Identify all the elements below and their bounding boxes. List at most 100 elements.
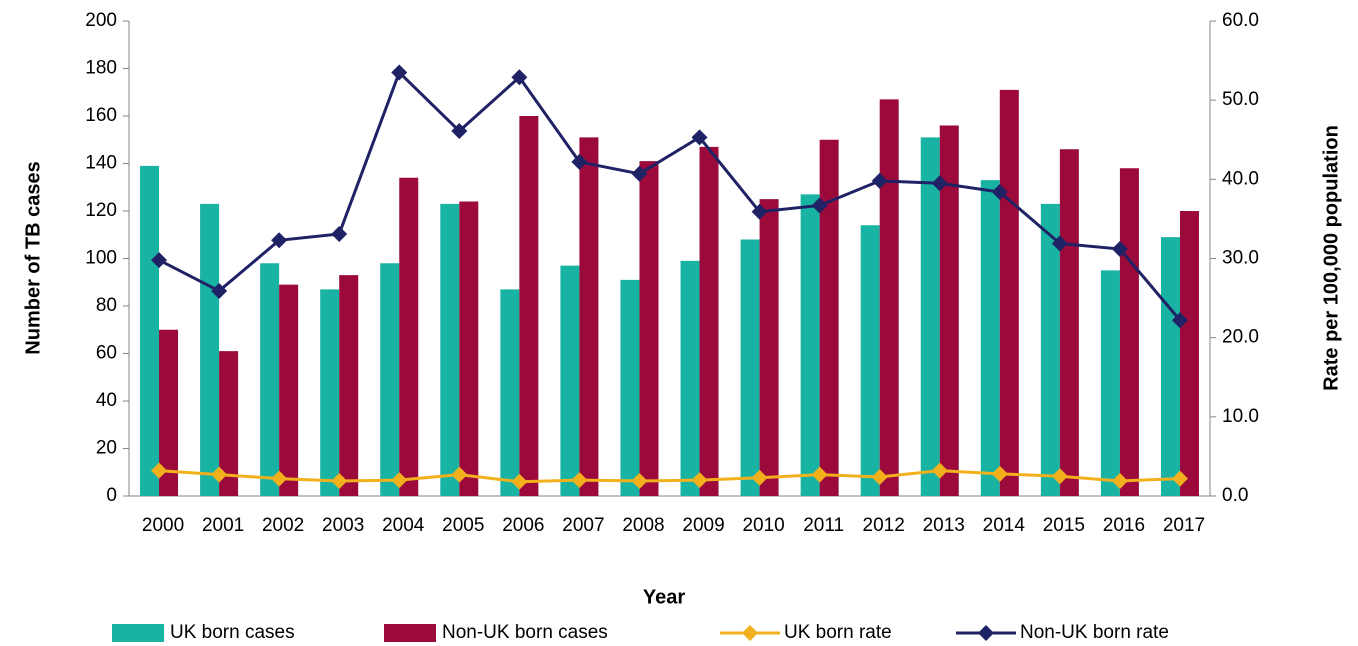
bar: [459, 201, 479, 496]
y-axis-title: Number of TB cases: [22, 161, 44, 354]
marker: [571, 153, 588, 170]
x-tick-label: 2006: [502, 515, 544, 536]
y-tick-label: 60: [96, 343, 117, 364]
marker: [691, 472, 708, 489]
y-tick-label: 200: [85, 10, 117, 31]
bar: [740, 239, 760, 496]
bar: [1160, 237, 1180, 496]
bar: [200, 203, 220, 496]
x-tick-label: 2013: [923, 515, 965, 536]
marker: [991, 465, 1008, 482]
y2-tick-label: 0.0: [1222, 485, 1248, 506]
y2-axis-title: Rate per 100,000 population: [1320, 125, 1342, 391]
marker: [1111, 241, 1128, 257]
legend-label: UK born cases: [170, 622, 295, 643]
y-tick-label: 160: [85, 105, 117, 126]
legend-marker: [978, 625, 994, 641]
bar: [140, 165, 160, 496]
x-tick-label: 2001: [202, 515, 244, 536]
marker: [511, 473, 528, 490]
y-tick-label: 180: [85, 58, 117, 79]
bar: [860, 225, 880, 496]
line: [158, 69, 1182, 322]
x-tick-label: 2015: [1043, 515, 1085, 536]
marker: [871, 469, 888, 485]
y2-tick-label: 40.0: [1222, 168, 1259, 189]
marker: [871, 172, 888, 189]
x-tick-label: 2012: [863, 515, 905, 536]
x-tick-label: 2003: [322, 515, 364, 536]
x-tick-label: 2000: [142, 515, 184, 536]
marker: [211, 282, 228, 299]
bar: [219, 351, 239, 496]
marker: [691, 129, 708, 146]
bar: [759, 199, 779, 496]
marker: [751, 469, 768, 486]
marker: [331, 472, 348, 489]
marker: [151, 252, 168, 269]
bar: [639, 161, 659, 496]
bar: [680, 260, 700, 496]
y-tick-label: 100: [85, 248, 117, 269]
marker: [991, 184, 1008, 200]
bar: [159, 329, 179, 496]
marker: [811, 197, 828, 214]
x-tick-label: 2004: [382, 515, 425, 536]
marker: [211, 466, 228, 483]
x-tick-label: 2014: [983, 515, 1026, 536]
y2-tick-label: 10.0: [1222, 406, 1259, 427]
bar: [980, 180, 1000, 496]
x-tick-label: 2009: [682, 515, 724, 536]
marker: [331, 225, 348, 242]
bar: [380, 263, 400, 496]
x-tick-label: 2002: [262, 515, 304, 536]
marker: [751, 203, 768, 220]
marker: [811, 466, 828, 483]
bar: [800, 194, 820, 496]
y2-tick-label: 30.0: [1222, 248, 1259, 269]
bar: [819, 139, 839, 496]
bar: [279, 284, 299, 496]
y-tick-label: 40: [96, 390, 117, 411]
bar: [500, 289, 520, 496]
marker: [1111, 472, 1128, 489]
bar: [560, 265, 580, 496]
y-tick-label: 20: [96, 438, 117, 459]
y2-tick-label: 50.0: [1222, 89, 1259, 110]
marker: [271, 232, 288, 249]
legend-marker: [742, 625, 758, 641]
marker: [391, 64, 408, 81]
x-tick-label: 2010: [742, 515, 784, 536]
bar: [699, 146, 719, 496]
y2-tick-label: 20.0: [1222, 327, 1259, 348]
bar: [920, 137, 940, 496]
marker: [1171, 312, 1188, 329]
bar: [879, 99, 899, 496]
bar: [1179, 211, 1199, 496]
bar: [1059, 149, 1079, 496]
y-tick-label: 140: [85, 153, 117, 174]
x-tick-label: 2016: [1103, 515, 1145, 536]
x-tick-label: 2008: [622, 515, 664, 536]
y-tick-label: 80: [96, 295, 117, 316]
bar: [1119, 168, 1139, 496]
legend-label: Non-UK born rate: [1020, 622, 1169, 643]
bar: [939, 125, 959, 496]
y2-tick-label: 60.0: [1222, 10, 1259, 31]
marker: [391, 472, 408, 489]
marker: [631, 165, 648, 182]
bar: [440, 203, 460, 496]
bar: [1100, 270, 1120, 496]
marker: [451, 466, 468, 483]
marker: [151, 462, 168, 479]
bar: [320, 289, 340, 496]
bar: [260, 263, 280, 496]
marker: [451, 123, 468, 140]
y-tick-label: 0: [106, 485, 117, 506]
bar: [519, 116, 539, 496]
x-tick-label: 2007: [562, 515, 604, 536]
bar: [399, 177, 419, 496]
marker: [1051, 468, 1068, 485]
marker: [571, 472, 588, 489]
